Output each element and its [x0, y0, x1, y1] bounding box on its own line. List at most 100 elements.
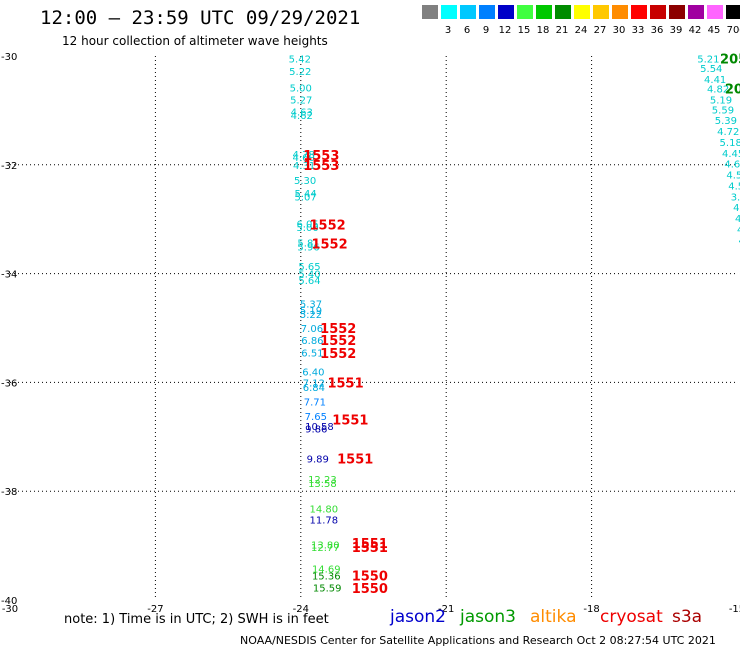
- time-annotation: 2051: [720, 53, 740, 68]
- data-point-label: 4.72: [717, 127, 739, 138]
- x-tick-label: -18: [583, 604, 599, 615]
- legend-label: 18: [536, 25, 550, 36]
- legend-label: 33: [631, 25, 645, 36]
- x-tick-label: -30: [2, 604, 18, 615]
- legend-label: 3: [444, 25, 452, 36]
- legend-label: 12: [498, 25, 512, 36]
- time-annotation: 1550: [352, 570, 388, 585]
- time-annotation: 1552: [320, 334, 356, 349]
- legend-swatch: [612, 5, 628, 19]
- legend-swatch: [460, 5, 476, 19]
- data-point-label: 4.3: [735, 214, 740, 225]
- data-point-label: 5.39: [715, 116, 737, 127]
- data-point-label: 6.40: [302, 368, 324, 379]
- data-point-label: 10.58: [305, 422, 334, 433]
- data-point-label: 5.18: [720, 138, 740, 149]
- time-annotation: 1551: [327, 376, 363, 391]
- time-annotation: 1551: [337, 453, 373, 468]
- data-point-label: 7.65: [305, 412, 327, 423]
- data-point-label: 5.22: [300, 310, 322, 321]
- time-annotation: 1550: [352, 582, 388, 597]
- data-point-label: 5.64: [298, 276, 320, 287]
- legend-label: 9: [482, 25, 490, 36]
- legend-swatch: [688, 5, 704, 19]
- data-point-label: 6.86: [301, 336, 323, 347]
- data-point-label: 4.63: [291, 107, 313, 118]
- data-point-label: 9.89: [307, 455, 329, 466]
- data-point-label: 4.41: [704, 75, 726, 86]
- satellite-label-altika: altika: [530, 607, 577, 627]
- data-point-label: 15.36: [312, 572, 341, 583]
- legend-label: 45: [707, 25, 721, 36]
- data-point-label: 4.54: [726, 171, 740, 182]
- data-point-label: 7.12: [303, 378, 325, 389]
- legend-swatch: [631, 5, 647, 19]
- data-point-label: 5.44: [294, 189, 316, 200]
- y-tick-label: -32: [1, 161, 17, 172]
- legend-swatch: [479, 5, 495, 19]
- legend-swatch: [726, 5, 740, 19]
- data-point-label: 9.86: [305, 425, 327, 436]
- data-point-label: 4.60: [293, 153, 315, 164]
- data-point-label: 15.59: [313, 583, 342, 594]
- legend-swatch: [593, 5, 609, 19]
- data-point-label: 13.80: [311, 541, 340, 552]
- data-point-label: 3.63: [731, 192, 740, 203]
- data-point-label: 5.00: [296, 223, 318, 234]
- legend-swatch: [536, 5, 552, 19]
- y-tick-label: -30: [1, 52, 17, 63]
- data-point-label: 5.19: [300, 306, 322, 317]
- satellite-label-cryosat: cryosat: [600, 607, 663, 627]
- data-point-label: 5.37: [300, 300, 322, 311]
- legend-label: 70: [726, 25, 740, 36]
- data-point-label: 13.58: [308, 479, 337, 490]
- time-annotation: 2052: [725, 83, 740, 98]
- legend-swatch: [650, 5, 666, 19]
- data-point-label: 5.42: [289, 55, 311, 66]
- legend-label: 42: [688, 25, 702, 36]
- data-point-label: 12.77: [311, 543, 340, 554]
- x-tick-label: -27: [147, 604, 163, 615]
- data-point-label: 7.06: [301, 324, 323, 335]
- chart-subtitle: 12 hour collection of altimeter wave hei…: [62, 34, 328, 48]
- data-point-label: 5.96: [297, 242, 319, 253]
- legend-swatch: [498, 5, 514, 19]
- legend-label: 15: [517, 25, 531, 36]
- data-point-label: 4.65: [724, 160, 740, 171]
- data-point-label: 4.31: [293, 161, 315, 172]
- data-point-label: 5.19: [710, 96, 732, 107]
- x-tick-label: -21: [438, 604, 454, 615]
- x-tick-label: -15: [729, 604, 740, 615]
- legend-label: 36: [650, 25, 664, 36]
- legend-label: 21: [555, 25, 569, 36]
- time-annotation: 1553: [303, 149, 339, 164]
- data-point-label: 6.05: [296, 220, 318, 231]
- footer-credit: NOAA/NESDIS Center for Satellite Applica…: [240, 634, 716, 647]
- data-point-label: 5.21: [697, 55, 719, 66]
- time-annotation: 1552: [320, 347, 356, 362]
- legend-swatch: [441, 5, 457, 19]
- data-point-label: 4.82: [707, 85, 729, 96]
- data-point-label: 5.30: [294, 176, 316, 187]
- legend-swatch: [574, 5, 590, 19]
- time-annotation: 1551: [352, 537, 388, 552]
- legend-swatch: [422, 5, 438, 19]
- data-point-label: 14.80: [310, 505, 339, 516]
- legend-label: 39: [669, 25, 683, 36]
- time-annotation: 1551: [332, 413, 368, 428]
- data-point-label: 5.00: [290, 84, 312, 95]
- data-point-label: 4.51: [728, 181, 740, 192]
- legend-swatch: [707, 5, 723, 19]
- data-point-label: 14.69: [312, 564, 341, 575]
- x-tick-label: -24: [293, 604, 309, 615]
- data-point-label: 6.51: [301, 348, 323, 359]
- y-tick-label: -40: [1, 596, 17, 607]
- data-point-label: 5.81: [297, 239, 319, 250]
- y-tick-label: -38: [1, 487, 17, 498]
- legend-swatch: [517, 5, 533, 19]
- data-point-label: 4.62: [291, 111, 313, 122]
- legend-label: 27: [593, 25, 607, 36]
- data-point-label: 4: [738, 236, 740, 247]
- data-point-label: 4.56: [733, 203, 740, 214]
